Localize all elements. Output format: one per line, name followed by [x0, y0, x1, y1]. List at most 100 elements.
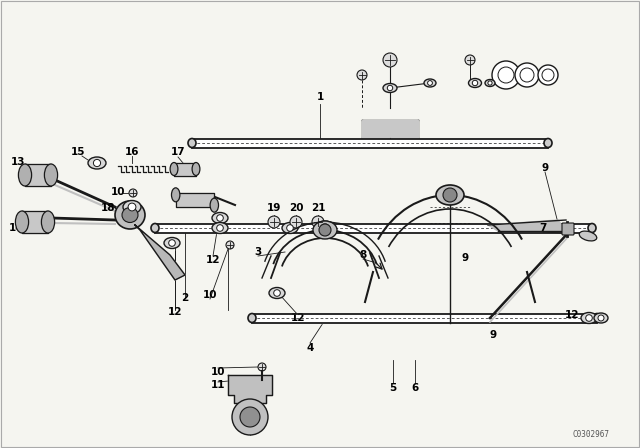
Circle shape	[321, 224, 329, 232]
Text: 13: 13	[11, 157, 25, 167]
Ellipse shape	[188, 138, 196, 147]
Ellipse shape	[282, 223, 298, 233]
Text: 14: 14	[9, 223, 23, 233]
Text: 10: 10	[111, 187, 125, 197]
Text: 7: 7	[540, 223, 547, 233]
Ellipse shape	[210, 198, 218, 212]
Polygon shape	[176, 193, 214, 207]
Text: 10: 10	[211, 367, 225, 377]
Text: 12: 12	[564, 310, 579, 320]
Ellipse shape	[122, 207, 138, 223]
Polygon shape	[488, 220, 566, 231]
Ellipse shape	[88, 157, 106, 169]
Circle shape	[217, 225, 223, 231]
Text: 12: 12	[205, 255, 220, 265]
Circle shape	[287, 225, 293, 231]
Ellipse shape	[485, 79, 495, 86]
Circle shape	[488, 81, 492, 85]
Circle shape	[387, 85, 393, 90]
Ellipse shape	[248, 314, 256, 323]
Text: 16: 16	[125, 147, 140, 157]
Ellipse shape	[594, 313, 608, 323]
Circle shape	[428, 81, 433, 86]
Circle shape	[258, 363, 266, 371]
Circle shape	[93, 159, 100, 167]
Ellipse shape	[436, 185, 464, 205]
Circle shape	[319, 224, 331, 236]
Ellipse shape	[19, 164, 31, 186]
Text: 17: 17	[171, 147, 186, 157]
Circle shape	[312, 216, 324, 228]
Circle shape	[240, 407, 260, 427]
Circle shape	[128, 203, 136, 211]
Polygon shape	[25, 164, 51, 186]
Circle shape	[443, 188, 457, 202]
Circle shape	[586, 314, 592, 321]
Text: 8: 8	[360, 250, 367, 260]
Ellipse shape	[15, 211, 29, 233]
Ellipse shape	[581, 313, 597, 323]
Circle shape	[515, 63, 539, 87]
FancyBboxPatch shape	[562, 223, 574, 235]
Ellipse shape	[544, 138, 552, 147]
Circle shape	[472, 80, 477, 86]
Ellipse shape	[151, 224, 159, 233]
Text: 3: 3	[254, 247, 262, 257]
Text: 12: 12	[291, 313, 305, 323]
Ellipse shape	[123, 201, 141, 214]
Circle shape	[520, 68, 534, 82]
Text: 9: 9	[461, 253, 468, 263]
Ellipse shape	[164, 237, 180, 249]
Ellipse shape	[170, 163, 178, 176]
Text: 15: 15	[71, 147, 85, 157]
Circle shape	[274, 290, 280, 296]
Circle shape	[465, 55, 475, 65]
Text: 21: 21	[311, 203, 325, 213]
Circle shape	[290, 216, 302, 228]
Ellipse shape	[192, 163, 200, 176]
Circle shape	[226, 241, 234, 249]
Polygon shape	[228, 375, 272, 403]
Ellipse shape	[588, 224, 596, 233]
Ellipse shape	[172, 188, 180, 202]
Text: 5: 5	[389, 383, 397, 393]
Circle shape	[538, 65, 558, 85]
Polygon shape	[135, 225, 185, 280]
Text: 19: 19	[267, 203, 281, 213]
Ellipse shape	[115, 201, 145, 229]
Ellipse shape	[579, 231, 596, 241]
Polygon shape	[362, 120, 418, 138]
Text: 2: 2	[181, 293, 189, 303]
Text: 9: 9	[490, 330, 497, 340]
Ellipse shape	[315, 221, 335, 235]
Ellipse shape	[212, 223, 228, 233]
Text: 11: 11	[211, 380, 225, 390]
Circle shape	[268, 216, 280, 228]
Text: 4: 4	[307, 343, 314, 353]
Circle shape	[383, 53, 397, 67]
Circle shape	[129, 189, 137, 197]
Circle shape	[217, 215, 223, 221]
Text: 10: 10	[203, 290, 217, 300]
Ellipse shape	[383, 83, 397, 92]
Circle shape	[542, 69, 554, 81]
Text: 18: 18	[100, 203, 115, 213]
Circle shape	[598, 315, 604, 321]
Ellipse shape	[468, 78, 481, 87]
Ellipse shape	[424, 79, 436, 87]
Text: 9: 9	[541, 163, 548, 173]
Polygon shape	[174, 163, 196, 176]
Ellipse shape	[313, 221, 337, 239]
Text: 12: 12	[168, 307, 182, 317]
Circle shape	[498, 67, 514, 83]
Text: 20: 20	[289, 203, 303, 213]
Ellipse shape	[44, 164, 58, 186]
Circle shape	[492, 61, 520, 89]
Text: C0302967: C0302967	[573, 430, 609, 439]
Circle shape	[232, 399, 268, 435]
Text: 1: 1	[316, 92, 324, 102]
Polygon shape	[22, 211, 48, 233]
Ellipse shape	[593, 314, 601, 323]
Ellipse shape	[269, 288, 285, 298]
Text: 6: 6	[412, 383, 419, 393]
